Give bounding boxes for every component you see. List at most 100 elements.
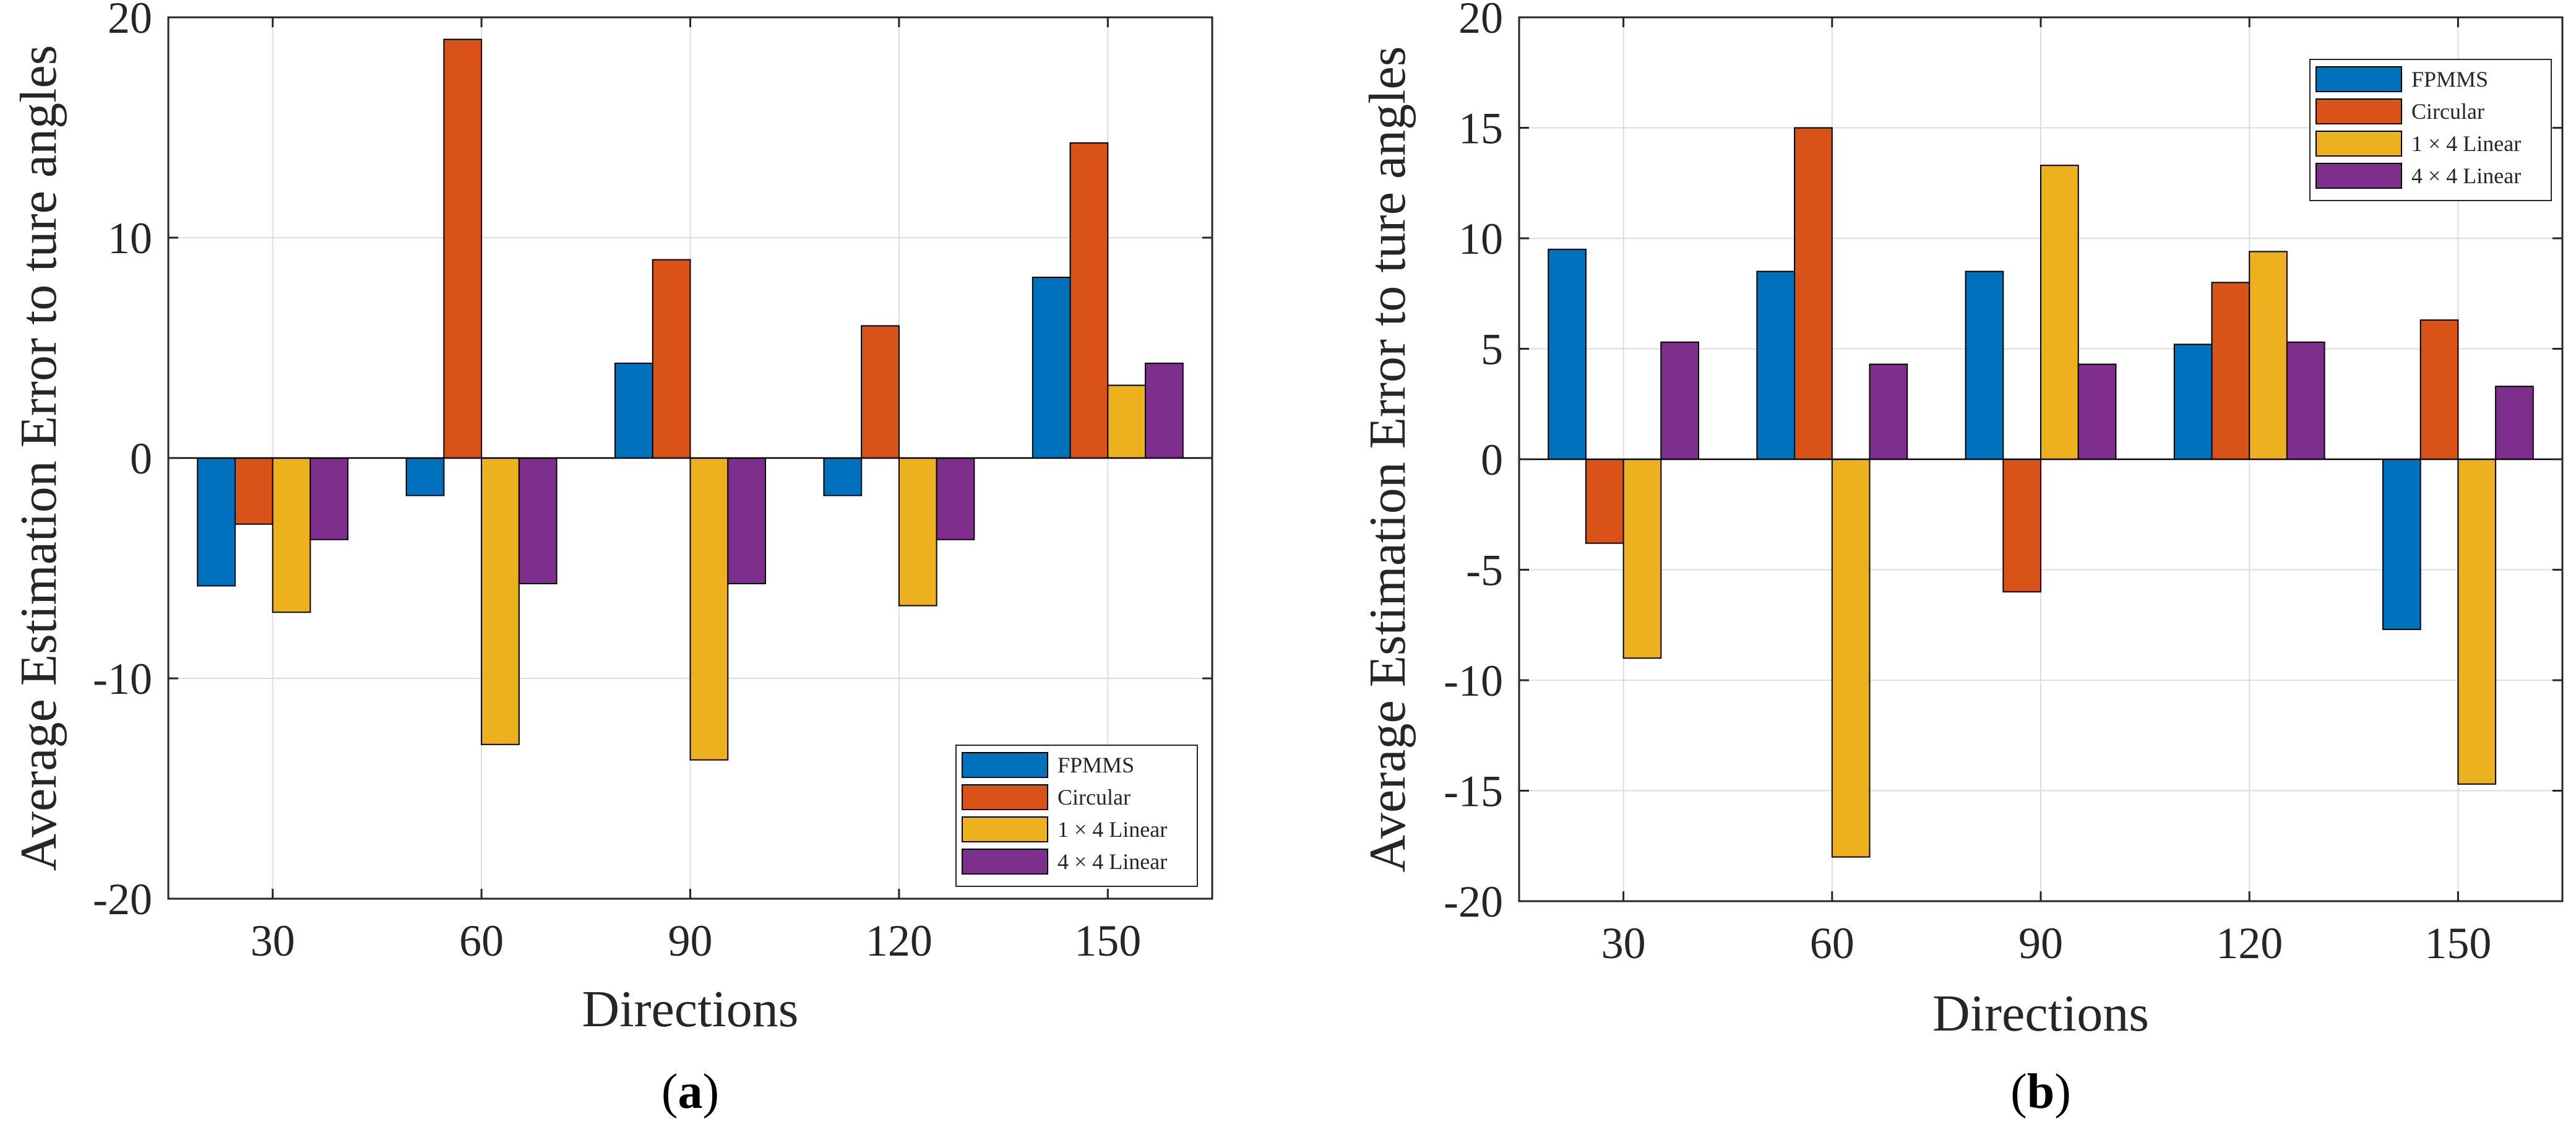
panel-paren-open: ( bbox=[661, 1065, 678, 1119]
legend-swatch bbox=[962, 784, 1048, 810]
legend-swatch bbox=[2315, 163, 2402, 189]
chart-b: -20 -15 -10 -5 0 5 10 15 20 30 60 90 120 150 Direction… bbox=[1359, 0, 2564, 1119]
bar-1-4-linear-90 bbox=[689, 457, 729, 761]
y-tick-label: 10 bbox=[1458, 214, 1503, 264]
y-tick-label: -5 bbox=[1466, 546, 1503, 595]
bar-circular-120 bbox=[861, 325, 900, 459]
legend-swatch bbox=[2315, 131, 2402, 157]
bar-circular-60 bbox=[1794, 127, 1833, 460]
bar-fpmms-150 bbox=[2382, 459, 2421, 630]
x-tick-label: 90 bbox=[668, 916, 713, 966]
bar-circular-150 bbox=[1069, 142, 1109, 459]
panel-label: (a) bbox=[661, 1065, 719, 1119]
legend-b: FPMMS Circular 1 × 4 Linear 4 × 4 Linear bbox=[2309, 59, 2552, 201]
panel-label: (b) bbox=[2010, 1065, 2071, 1119]
y-axis-label: Average Estimation Error to ture angles bbox=[10, 45, 67, 871]
bar-4-4-linear-90 bbox=[2077, 363, 2117, 460]
panel-paren-open: ( bbox=[2010, 1065, 2027, 1119]
x-tick-label: 30 bbox=[251, 916, 295, 966]
bar-4-4-linear-150 bbox=[2495, 386, 2534, 460]
legend-swatch bbox=[962, 816, 1048, 842]
chart-a: -20 -10 0 10 20 30 60 90 120 150 Directions Average… bbox=[10, 0, 1213, 1119]
legend-a: FPMMS Circular 1 × 4 Linear 4 × 4 Linear bbox=[955, 745, 1198, 887]
y-tick-label: -15 bbox=[1444, 767, 1503, 816]
bar-4-4-linear-120 bbox=[2286, 341, 2325, 460]
bar-4-4-linear-60 bbox=[518, 457, 558, 584]
bar-fpmms-150 bbox=[1032, 277, 1071, 459]
bar-fpmms-60 bbox=[405, 457, 445, 496]
ticks-b: -20 -15 -10 -5 0 5 10 15 20 30 60 90 120 150 bbox=[1444, 0, 2562, 968]
x-tick-label: 30 bbox=[1601, 919, 1646, 968]
x-axis-label: Directions bbox=[1932, 985, 2149, 1042]
panel-letter: b bbox=[2027, 1065, 2055, 1119]
legend-entry: Circular bbox=[1058, 785, 1131, 810]
bar-4-4-linear-120 bbox=[936, 457, 975, 540]
y-tick-label: 20 bbox=[1458, 0, 1503, 43]
x-tick-label: 60 bbox=[459, 916, 504, 966]
legend-entry: 4 × 4 Linear bbox=[1058, 849, 1167, 874]
x-tick-label: 90 bbox=[2018, 919, 2063, 968]
bar-1-4-linear-60 bbox=[1831, 459, 1871, 858]
bar-1-4-linear-90 bbox=[2040, 165, 2079, 460]
bar-4-4-linear-30 bbox=[1660, 341, 1699, 460]
bar-fpmms-90 bbox=[1965, 270, 2004, 460]
bar-1-4-linear-30 bbox=[272, 457, 311, 613]
bar-1-4-linear-120 bbox=[898, 457, 937, 607]
y-tick-label: -20 bbox=[93, 875, 152, 924]
panel-paren-close: ) bbox=[703, 1065, 720, 1119]
ticks-a: -20 -10 0 10 20 30 60 90 120 150 bbox=[93, 0, 1212, 966]
bar-1-4-linear-150 bbox=[2457, 459, 2497, 785]
bar-fpmms-120 bbox=[2173, 344, 2213, 460]
y-tick-label: 10 bbox=[108, 214, 152, 263]
y-axis-label: Average Estimation Error to ture angles bbox=[1359, 46, 1416, 873]
bar-1-4-linear-30 bbox=[1622, 459, 1662, 659]
bar-1-4-linear-150 bbox=[1107, 384, 1147, 459]
x-axis-label: Directions bbox=[582, 980, 799, 1038]
y-tick-label: 15 bbox=[1458, 104, 1503, 153]
legend-entry: 1 × 4 Linear bbox=[2411, 131, 2521, 156]
bar-4-4-linear-60 bbox=[1869, 363, 1908, 460]
bar-circular-90 bbox=[2002, 459, 2041, 593]
legend-entry: FPMMS bbox=[1058, 753, 1134, 777]
legend-entry: FPMMS bbox=[2411, 67, 2488, 92]
legend-swatch bbox=[962, 752, 1048, 778]
bar-4-4-linear-30 bbox=[309, 457, 349, 540]
x-tick-label: 60 bbox=[1810, 919, 1854, 968]
legend-entry: 1 × 4 Linear bbox=[1058, 817, 1167, 842]
x-tick-label: 150 bbox=[1074, 916, 1141, 966]
bars-b bbox=[1548, 127, 2534, 858]
bar-circular-30 bbox=[234, 457, 274, 525]
bar-1-4-linear-60 bbox=[481, 457, 520, 745]
bar-circular-90 bbox=[652, 259, 691, 459]
bar-fpmms-60 bbox=[1756, 270, 1796, 460]
y-tick-label: -10 bbox=[1444, 656, 1503, 706]
bar-fpmms-120 bbox=[823, 457, 863, 496]
bar-circular-120 bbox=[2211, 282, 2251, 460]
x-tick-label: 120 bbox=[2216, 919, 2283, 968]
bar-circular-60 bbox=[443, 38, 483, 459]
bar-fpmms-30 bbox=[197, 457, 236, 587]
x-tick-label: 120 bbox=[866, 916, 933, 966]
bar-4-4-linear-150 bbox=[1145, 362, 1184, 459]
bar-circular-150 bbox=[2419, 319, 2459, 460]
legend-swatch bbox=[2315, 66, 2402, 92]
bar-4-4-linear-90 bbox=[727, 457, 766, 584]
y-tick-label: 0 bbox=[130, 434, 152, 483]
y-tick-label: 20 bbox=[108, 0, 152, 43]
x-tick-label: 150 bbox=[2424, 919, 2491, 968]
y-tick-label: -20 bbox=[1444, 877, 1503, 927]
y-tick-label: 0 bbox=[1481, 435, 1503, 485]
legend-swatch bbox=[962, 849, 1048, 875]
panel-paren-close: ) bbox=[2054, 1065, 2071, 1119]
bar-circular-30 bbox=[1585, 459, 1624, 544]
panel-letter: a bbox=[678, 1065, 703, 1119]
bar-1-4-linear-120 bbox=[2249, 251, 2288, 460]
bar-fpmms-30 bbox=[1548, 248, 1587, 460]
legend-entry: 4 × 4 Linear bbox=[2411, 163, 2521, 188]
legend-swatch bbox=[2315, 98, 2402, 124]
y-tick-label: 5 bbox=[1481, 325, 1503, 374]
bar-fpmms-90 bbox=[614, 362, 653, 459]
legend-entry: Circular bbox=[2411, 99, 2484, 124]
y-tick-label: -10 bbox=[93, 654, 152, 704]
